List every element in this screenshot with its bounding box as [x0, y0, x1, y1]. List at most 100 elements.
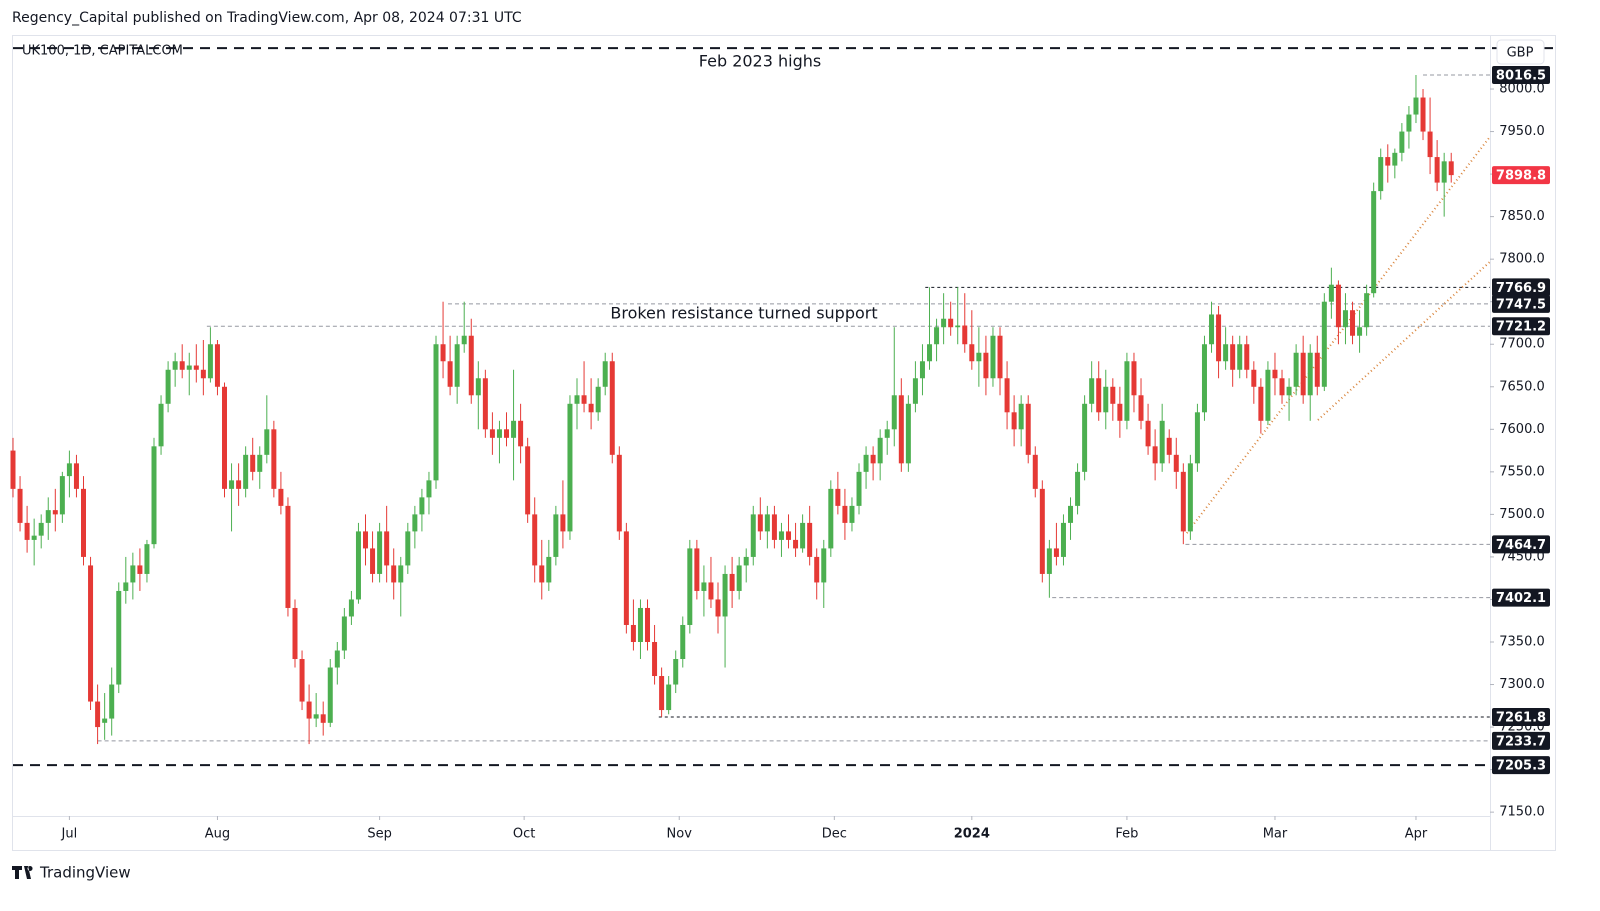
candle-body — [207, 344, 213, 379]
candle-body — [1335, 284, 1341, 328]
price-tag — [1492, 708, 1550, 727]
candle-body — [821, 548, 827, 583]
candle-body — [341, 616, 347, 651]
plot-area: 7150.07200.07250.07300.07350.07400.07450… — [10, 47, 1555, 842]
candle-body — [179, 361, 185, 370]
x-tick-label: Feb — [1115, 827, 1138, 842]
y-tick-label: 7800.0 — [1499, 252, 1545, 267]
candle-body — [581, 395, 587, 404]
candle-body — [1018, 403, 1024, 430]
candle-body — [856, 471, 862, 506]
candle-body — [1124, 361, 1130, 421]
candle-body — [764, 514, 770, 532]
candle-body — [1053, 548, 1059, 557]
candle-body — [659, 676, 665, 711]
candle-body — [708, 582, 714, 600]
candle-body — [1060, 522, 1066, 557]
price-tag-label: 8016.5 — [1496, 68, 1546, 83]
candle-body — [778, 531, 784, 540]
candle-body — [673, 659, 679, 685]
currency-label[interactable]: GBP — [1507, 46, 1534, 61]
x-tick-label: Mar — [1263, 827, 1288, 842]
candle-body — [419, 497, 425, 515]
candle-body — [983, 352, 989, 379]
candle-body — [52, 510, 58, 515]
candle-body — [292, 607, 298, 660]
publisher-line: Regency_Capital published on TradingView… — [12, 10, 522, 26]
candle-body — [997, 335, 1003, 379]
currency-box[interactable] — [1496, 39, 1545, 65]
candle-body — [863, 454, 869, 472]
price-tag — [1492, 278, 1550, 297]
candle-body — [278, 488, 284, 506]
candle-body — [1075, 471, 1081, 506]
candle-body — [1209, 314, 1215, 345]
candle-body — [623, 531, 629, 625]
candle-body — [532, 514, 538, 566]
candle-body — [800, 522, 806, 549]
candle-body — [1357, 327, 1363, 336]
x-tick-label: Oct — [513, 827, 535, 842]
candle-body — [271, 429, 277, 489]
candle-body — [17, 488, 23, 523]
candle-body — [525, 446, 531, 515]
candle-body — [1110, 386, 1116, 404]
candle-body — [236, 480, 242, 489]
candle-body — [1399, 131, 1405, 153]
candle-body — [574, 395, 580, 404]
price-tag-label: 7205.3 — [1496, 759, 1546, 774]
candle-body — [10, 450, 16, 489]
candle-body — [1307, 352, 1313, 396]
candle-body — [835, 488, 841, 506]
candle-body — [588, 403, 594, 413]
candle-body — [1300, 352, 1306, 396]
candle-body — [1328, 284, 1334, 302]
candle-body — [1406, 114, 1412, 132]
candle-body — [327, 667, 333, 723]
candle-body — [214, 344, 220, 387]
candle-body — [694, 548, 700, 591]
y-tick-label: 7950.0 — [1499, 124, 1545, 139]
candle-body — [1025, 403, 1031, 455]
candle-body — [102, 718, 108, 723]
candle-body — [426, 480, 432, 498]
candle-body — [1173, 454, 1179, 472]
candle-body — [1216, 314, 1222, 362]
candle-body — [398, 565, 404, 583]
candle-body — [630, 624, 636, 642]
candle-body — [391, 565, 397, 583]
brand-name: TradingView — [39, 864, 131, 882]
candle-body — [461, 335, 467, 345]
feb-high-label: Feb 2023 highs — [699, 52, 821, 71]
candle-body — [130, 565, 136, 583]
candle-body — [560, 514, 566, 532]
candle-body — [912, 378, 918, 404]
candle-body — [1371, 191, 1377, 294]
candle-body — [405, 531, 411, 566]
candle-body — [518, 420, 524, 447]
x-tick-label: Sep — [367, 827, 392, 842]
candle-body — [59, 476, 65, 515]
x-tick-label: Apr — [1405, 827, 1428, 842]
candle-body — [1180, 471, 1186, 532]
price-tag-label: 7898.8 — [1496, 169, 1546, 184]
candle-body — [553, 514, 559, 557]
candle-body — [962, 325, 968, 345]
candle-body — [1265, 369, 1271, 421]
price-tag-label: 7233.7 — [1496, 734, 1546, 749]
candle-body — [1441, 161, 1447, 183]
candle-body — [348, 599, 354, 617]
candle-body — [1166, 437, 1172, 455]
candle-body — [137, 565, 143, 574]
candle-body — [1258, 386, 1264, 421]
candle-body — [1230, 344, 1236, 370]
price-tag — [1492, 588, 1550, 607]
candle-body — [1011, 412, 1017, 430]
x-tick-label: Jul — [61, 827, 78, 842]
candle-body — [927, 344, 933, 362]
candle-body — [1286, 386, 1292, 396]
candle-body — [116, 590, 122, 685]
candle-body — [299, 659, 305, 702]
